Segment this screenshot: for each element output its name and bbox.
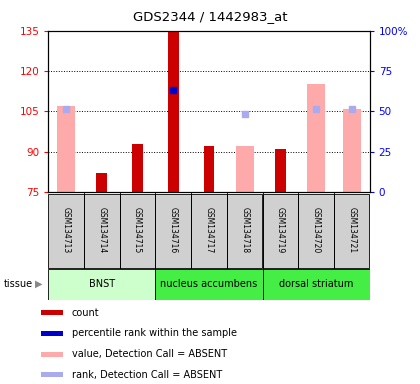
Text: GDS2344 / 1442983_at: GDS2344 / 1442983_at [133, 10, 287, 23]
FancyBboxPatch shape [262, 194, 298, 268]
Text: GSM134720: GSM134720 [312, 207, 320, 253]
FancyBboxPatch shape [262, 269, 370, 300]
Text: GSM134713: GSM134713 [62, 207, 71, 253]
FancyBboxPatch shape [155, 269, 262, 300]
Text: GSM134715: GSM134715 [133, 207, 142, 253]
Bar [41, 331, 63, 336]
FancyBboxPatch shape [48, 194, 84, 268]
FancyBboxPatch shape [227, 194, 262, 268]
Text: GSM134716: GSM134716 [169, 207, 178, 253]
Text: value, Detection Call = ABSENT: value, Detection Call = ABSENT [72, 349, 227, 359]
Bar [204, 146, 214, 192]
Bar [343, 109, 361, 192]
FancyBboxPatch shape [120, 194, 155, 268]
Text: dorsal striatum: dorsal striatum [279, 279, 353, 289]
FancyBboxPatch shape [191, 194, 227, 268]
Bar [307, 84, 325, 192]
Bar [236, 146, 254, 192]
Text: GSM134718: GSM134718 [240, 207, 249, 253]
Bar [97, 173, 107, 192]
FancyBboxPatch shape [334, 194, 370, 268]
FancyBboxPatch shape [84, 194, 120, 268]
Text: GSM134719: GSM134719 [276, 207, 285, 253]
FancyBboxPatch shape [298, 194, 334, 268]
Text: GSM134717: GSM134717 [205, 207, 213, 253]
Bar [57, 106, 75, 192]
Text: tissue: tissue [4, 279, 33, 289]
Bar [132, 144, 143, 192]
Bar [41, 352, 63, 356]
Text: count: count [72, 308, 100, 318]
Bar [41, 310, 63, 315]
Bar [168, 31, 178, 192]
Text: GSM134714: GSM134714 [97, 207, 106, 253]
Text: BNST: BNST [89, 279, 115, 289]
Text: GSM134721: GSM134721 [347, 207, 356, 253]
Text: nucleus accumbens: nucleus accumbens [160, 279, 257, 289]
Text: rank, Detection Call = ABSENT: rank, Detection Call = ABSENT [72, 370, 222, 380]
FancyBboxPatch shape [48, 269, 155, 300]
Text: percentile rank within the sample: percentile rank within the sample [72, 328, 237, 338]
Bar [41, 372, 63, 377]
Text: ▶: ▶ [35, 279, 42, 289]
FancyBboxPatch shape [155, 194, 191, 268]
Bar [275, 149, 286, 192]
